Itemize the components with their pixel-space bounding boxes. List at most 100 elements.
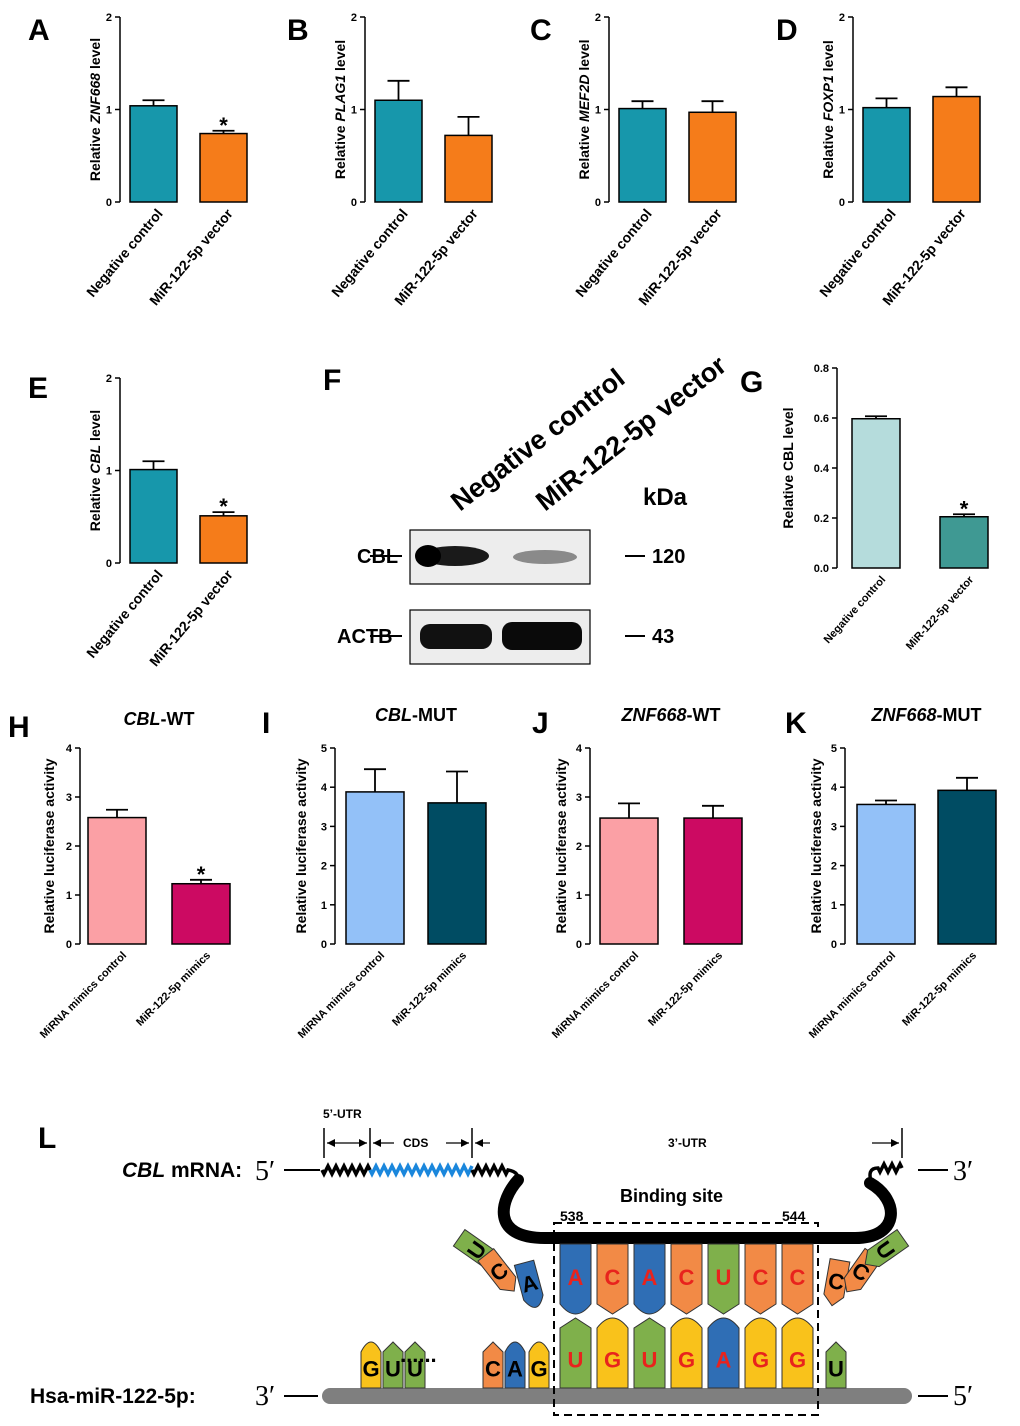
- title-suffix: -MUT: [412, 705, 457, 725]
- panel-label-g: G: [740, 366, 763, 399]
- y-tick-label: 0: [351, 197, 357, 209]
- x-category-label: MiR-122-5p mimics: [646, 950, 725, 1029]
- binding-site-box: [553, 1222, 819, 1416]
- arrow-5utr-left-head: [327, 1139, 335, 1147]
- bar-control: [599, 817, 659, 945]
- panel-label-k: K: [785, 707, 807, 740]
- y-tick-label: 5: [321, 743, 327, 755]
- base-letter: U: [828, 1357, 844, 1382]
- base-c: C: [596, 1243, 629, 1315]
- y-tick-label: 4: [576, 743, 583, 755]
- y-label-gene: ZNF668: [87, 73, 103, 125]
- mirna-label: Hsa-miR-122-5p:: [30, 1385, 196, 1408]
- title-gene: CBL: [124, 709, 161, 729]
- title-gene: ZNF668: [620, 705, 686, 725]
- mrna-coil-cds: [368, 1162, 474, 1178]
- y-tick-label: 0: [321, 939, 327, 951]
- y-tick-label: 1: [106, 466, 112, 478]
- position-544: 544: [782, 1208, 806, 1224]
- region-3utr-label: 3’-UTR: [668, 1136, 707, 1150]
- y-tick-label: 0.2: [814, 513, 829, 525]
- base-c: C: [482, 1341, 504, 1389]
- base-shape: [781, 1317, 814, 1389]
- panel-label-f: F: [323, 364, 341, 397]
- y-label-gene: FOXP1: [820, 75, 836, 121]
- bar-charts: A 0 1 2 Relative ZNF668 level Negative contro…: [8, 12, 997, 1041]
- mrna-five-prime: 5′: [255, 1156, 275, 1187]
- y-tick-label: 1: [595, 105, 601, 117]
- chart-d: D 0 1 2 Relative FOXP1 level Negative control…: [776, 12, 981, 308]
- base-letter: U: [407, 1357, 423, 1382]
- bar-treatment: [939, 516, 989, 569]
- x-category-label: MiRNA mimics control: [550, 950, 641, 1041]
- base-letter: A: [519, 1269, 541, 1297]
- y-tick-label: 3: [321, 821, 327, 833]
- y-tick-label: 3: [576, 792, 582, 804]
- title-gene: ZNF668: [870, 705, 936, 725]
- base-letter: A: [642, 1265, 658, 1290]
- bar-treatment: [171, 882, 231, 945]
- y-tick-label: 0.4: [814, 463, 830, 475]
- panel-label-h: H: [8, 711, 30, 744]
- chart-g: G 0.0 0.2 0.4 0.6 0.8 Relative CBL level Negati…: [740, 363, 989, 652]
- y-axis-label: Relative CBL level: [780, 407, 796, 528]
- base-shape: [825, 1341, 847, 1389]
- base-shape: [404, 1341, 426, 1389]
- x-category-label: Negative control: [822, 574, 889, 646]
- y-axis-label: Relative luciferase activity: [808, 758, 824, 933]
- y-tick-label: 1: [321, 900, 327, 912]
- blot-size-43: 43: [652, 626, 674, 648]
- y-tick-label: 1: [106, 105, 112, 117]
- title-suffix: -MUT: [937, 705, 982, 725]
- base-shape: [633, 1243, 666, 1315]
- base-shape: [744, 1243, 777, 1315]
- bar-treatment: [937, 789, 997, 945]
- chart-title: CBL-WT: [124, 709, 195, 729]
- y-tick-label: 5: [831, 743, 837, 755]
- x-category-label: MiR-122-5p vector: [904, 573, 977, 652]
- x-category-label: Negative control: [328, 206, 411, 300]
- title-suffix: -WT: [161, 709, 195, 729]
- significance-mark: *: [960, 496, 969, 521]
- base-letter: G: [530, 1357, 547, 1382]
- base-letter: U: [385, 1357, 401, 1382]
- base-letter: A: [716, 1347, 732, 1372]
- y-tick-label: 1: [351, 105, 357, 117]
- base-g: G: [744, 1317, 777, 1389]
- base-letter: A: [568, 1265, 584, 1290]
- mrna-coil-3utr-end: [868, 1160, 904, 1185]
- arrow-cds-left-head: [373, 1139, 381, 1147]
- y-tick-label: 4: [66, 743, 73, 755]
- protein-label-actb: ACTB: [337, 626, 393, 648]
- x-category-label: Negative control: [572, 206, 655, 300]
- x-category-label: MiRNA mimics control: [807, 950, 898, 1041]
- bar-control: [618, 107, 667, 203]
- base-shape: [513, 1259, 544, 1308]
- y-tick-label: 3: [66, 792, 72, 804]
- mrna-gene: CBL: [122, 1159, 165, 1182]
- base-a: A: [559, 1243, 592, 1315]
- chart-c: C 0 1 2 Relative MEF2D level Negative control…: [530, 12, 737, 308]
- y-label-gene: CBL: [87, 445, 103, 474]
- panel-label-a: A: [28, 14, 50, 47]
- base-letter: G: [789, 1347, 806, 1372]
- y-tick-label: 1: [839, 105, 845, 117]
- y-label-prefix: Relative: [332, 122, 348, 180]
- y-tick-label: 2: [321, 861, 327, 873]
- y-tick-label: 2: [576, 841, 582, 853]
- base-c: C: [823, 1258, 851, 1307]
- base-c: C: [744, 1243, 777, 1315]
- mrna-three-prime: 3′: [953, 1156, 973, 1187]
- y-label-prefix: Relative: [87, 124, 103, 182]
- y-tick-label: 2: [595, 12, 601, 24]
- base-u: U: [559, 1317, 592, 1389]
- base-g: G: [781, 1317, 814, 1389]
- base-shape: [482, 1341, 504, 1389]
- title-suffix: -WT: [687, 705, 721, 725]
- y-label-suffix: level: [820, 40, 836, 75]
- bar-control: [862, 106, 911, 203]
- significance-mark: *: [219, 494, 228, 519]
- base-letter: A: [507, 1357, 523, 1382]
- y-tick-label: 2: [351, 12, 357, 24]
